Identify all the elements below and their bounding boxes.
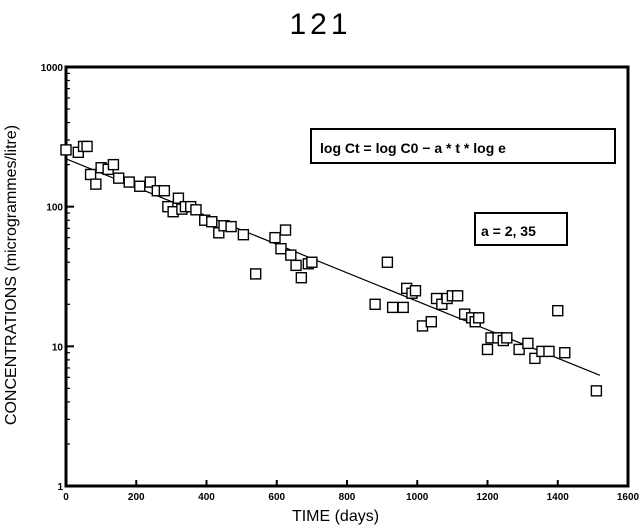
data-point [84,168,97,181]
data-point [451,290,464,302]
data-point [473,312,485,324]
data-point [295,272,308,284]
data-point [501,332,513,344]
coefficient-annotation: a = 2, 35 [474,212,568,246]
data-point [552,304,564,317]
y-minor-ticks [66,72,70,445]
regression-line [65,158,601,376]
data-point [225,220,237,233]
y-tick-label: 10 [52,342,64,353]
data-point [134,180,146,192]
y-tick-label: 1 [57,482,63,493]
data-point [529,352,541,365]
data-point [559,347,571,359]
data-point [249,268,262,280]
data-point [172,192,185,204]
x-tick-label: 600 [268,492,285,503]
x-tick-label: 1400 [547,492,570,503]
data-point [513,343,525,356]
data-point [123,176,135,188]
data-point [543,345,555,358]
data-point [107,158,120,171]
data-point [285,249,297,261]
data-point [409,285,422,297]
data-point [397,301,409,314]
y-axis-label: CONCENTRATIONS (microgrammes/litre) [3,124,20,426]
data-point [275,243,287,255]
data-point [290,259,302,272]
x-tick-label: 400 [198,492,215,503]
x-axis-label: TIME (days) [291,508,380,525]
data-point [112,172,125,184]
data-point [386,301,399,314]
data-point [590,385,603,397]
data-point [190,204,202,216]
data-point [206,216,218,228]
data-point [144,176,157,188]
data-point [522,337,534,350]
data-point [279,224,292,236]
x-tick-label: 1200 [476,492,499,503]
x-axis-ticks: 0 200 400 600 800 1000 1200 1400 1600 [63,480,640,503]
y-tick-label: 100 [46,203,63,214]
data-point [237,228,250,241]
data-point [381,256,394,268]
x-tick-label: 800 [339,492,356,503]
y-axis-ticks: 1 10 100 1000 [41,63,74,493]
data-point [60,144,72,156]
data-point [425,316,437,328]
page-number: 121 [289,8,352,41]
data-point [81,140,93,153]
data-point [269,231,281,244]
y-tick-label: 1000 [41,63,64,74]
data-point [481,343,494,356]
data-point [158,185,171,197]
x-tick-label: 1600 [617,492,640,503]
data-point [369,298,381,310]
data-point [306,256,318,268]
x-tick-label: 1000 [406,492,429,503]
x-tick-label: 200 [128,492,145,503]
data-points [60,140,603,397]
data-point [90,178,102,190]
equation-annotation: log Ct = log C0 − a * t * log e [310,128,616,164]
x-tick-label: 0 [63,492,69,503]
